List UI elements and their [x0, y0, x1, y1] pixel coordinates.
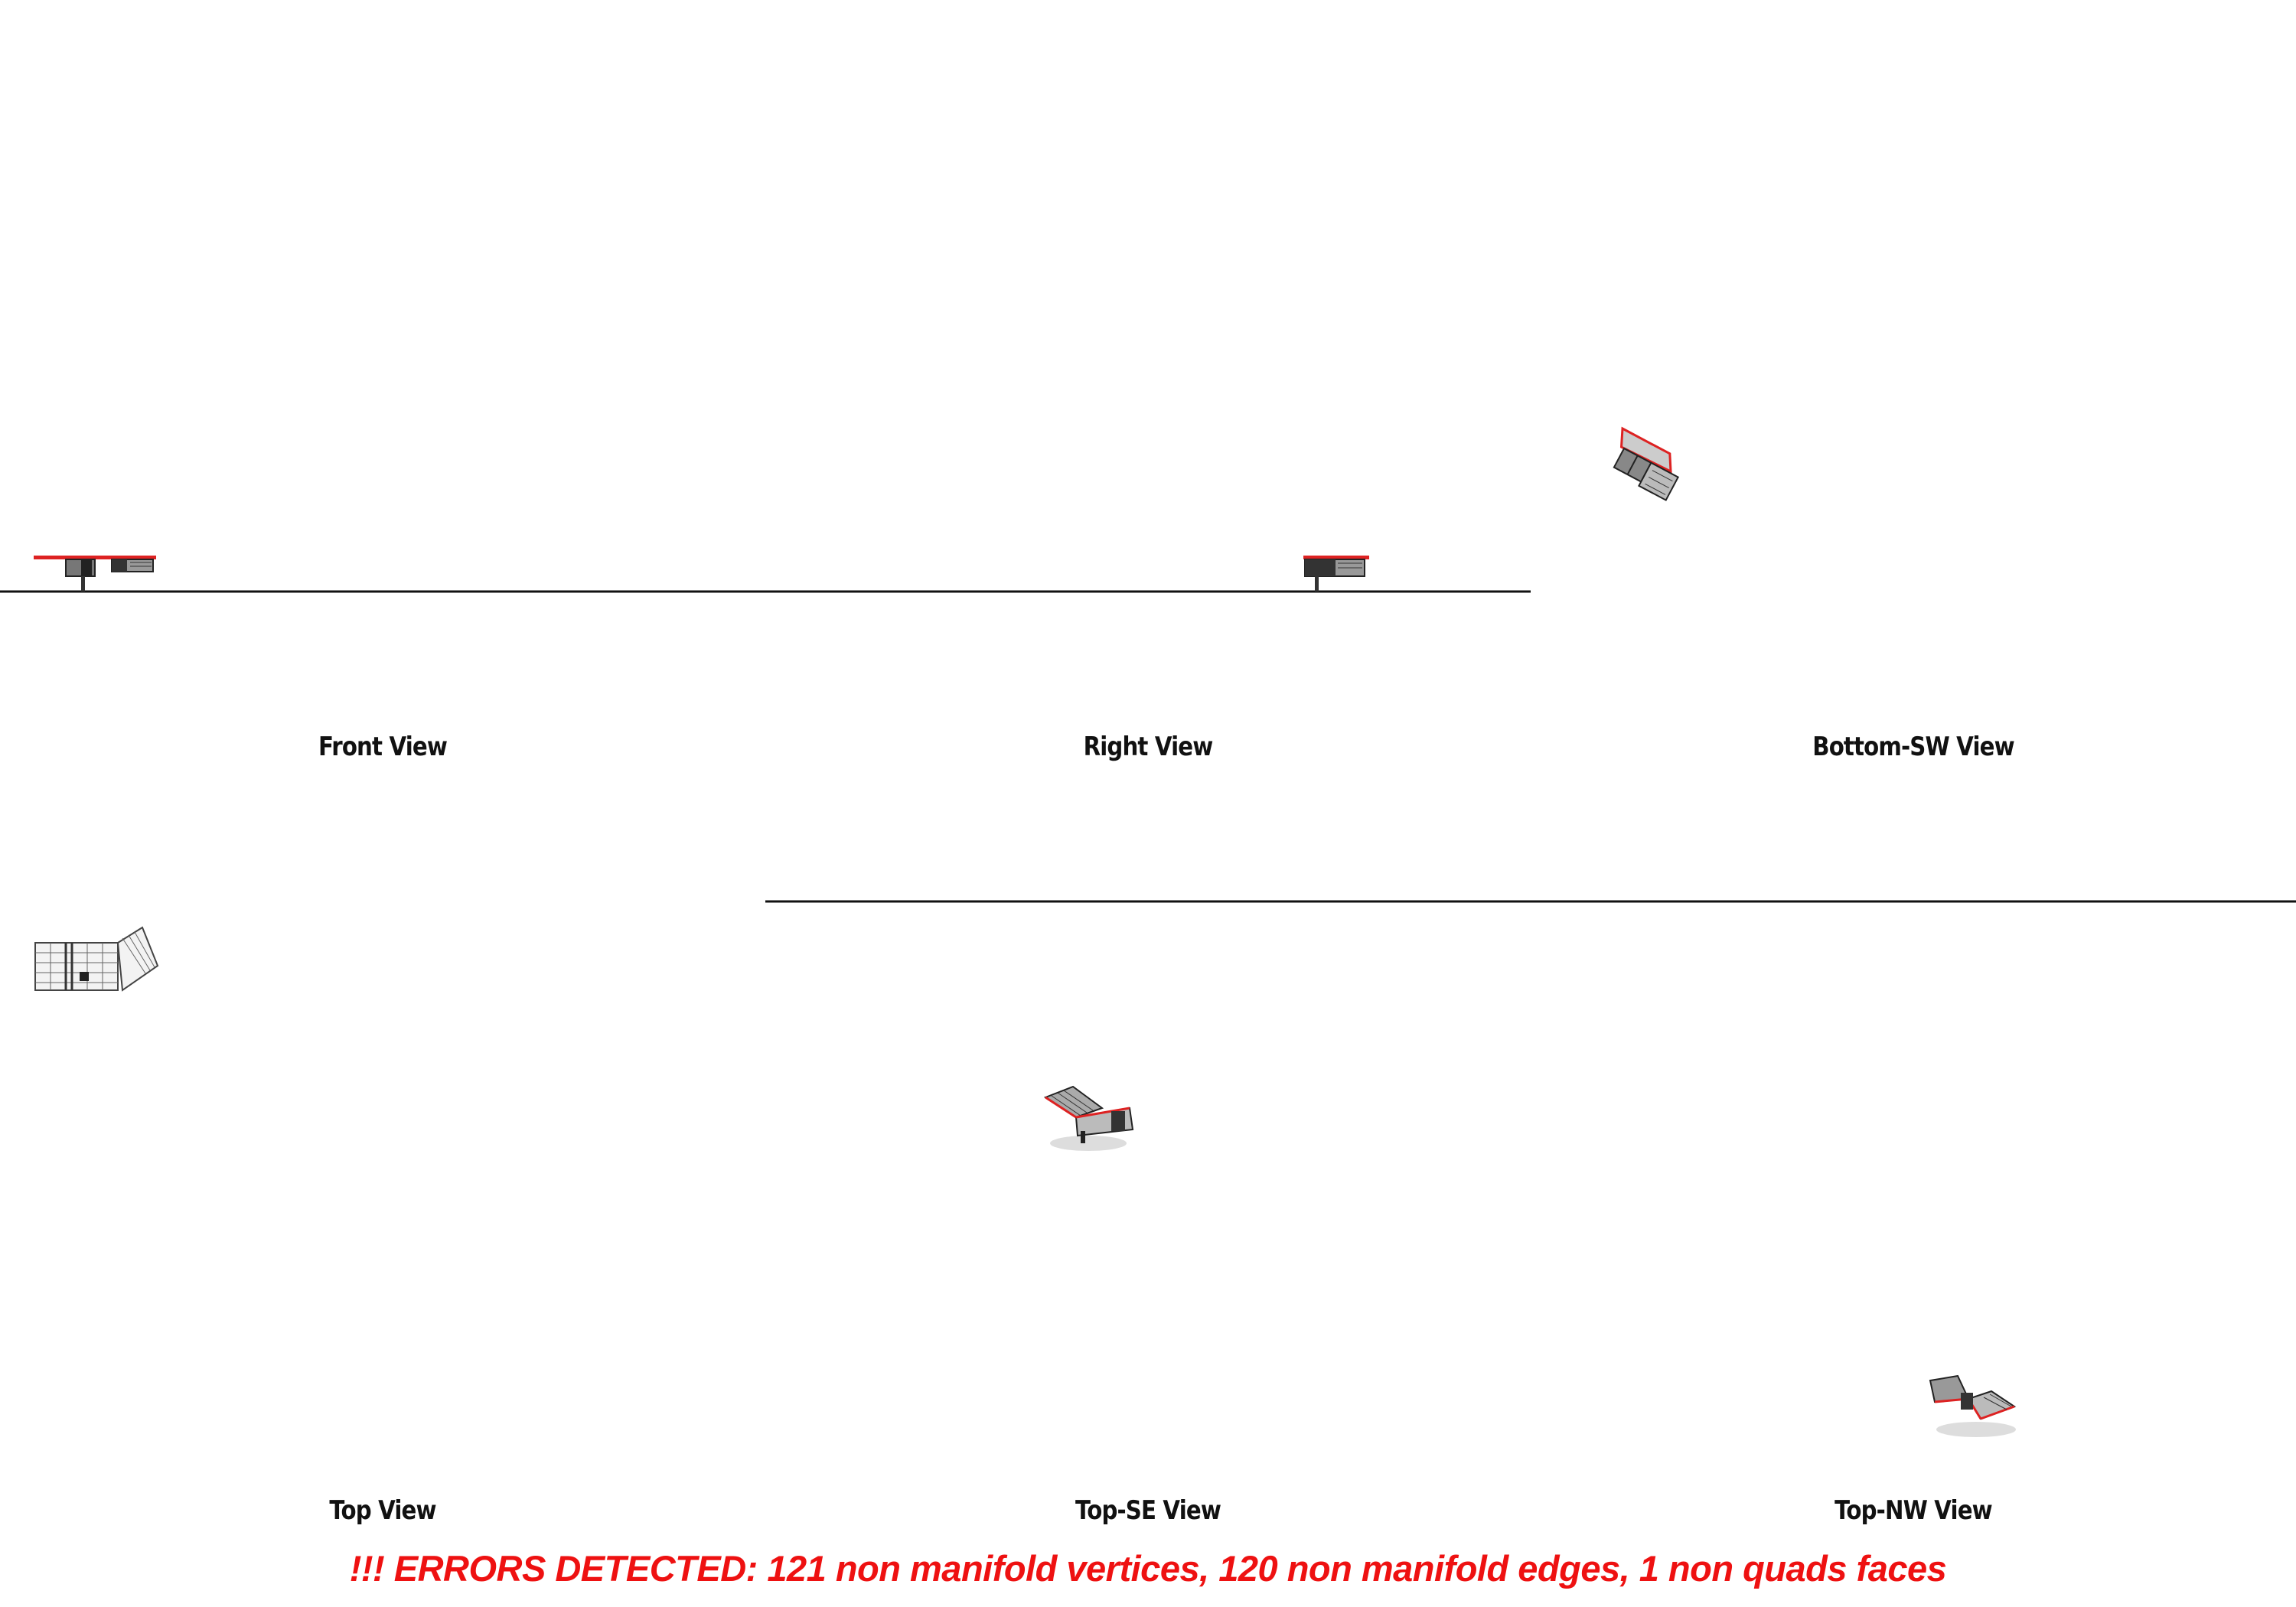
- model-bottom-sw: [1613, 426, 1680, 501]
- view-panel-top: Top View: [0, 765, 765, 1530]
- view-panel-top-nw: Top-NW View: [1531, 765, 2296, 1530]
- model-right: [1303, 556, 1369, 592]
- top-view-render: [34, 926, 159, 992]
- top-nw-view-render: [1929, 1374, 2017, 1437]
- model-front: [34, 556, 156, 592]
- front-view-render: [0, 556, 1531, 593]
- error-banner: !!! ERRORS DETECTED: 121 non manifold ve…: [349, 1548, 1947, 1589]
- view-panel-right: Right View: [765, 0, 1531, 765]
- view-label-top-nw: Top-NW View: [1835, 1495, 1993, 1526]
- view-panel-bottom-sw: Bottom-SW View: [1531, 0, 2296, 765]
- right-view-render: [1303, 556, 1369, 592]
- view-label-right: Right View: [1083, 732, 1214, 762]
- view-label-top: Top View: [329, 1495, 436, 1526]
- model-top: [34, 926, 159, 992]
- bottom-sw-view-render: [1613, 426, 1680, 501]
- top-se-view-render: [765, 900, 2296, 1151]
- model-top-nw: [1929, 1374, 2017, 1437]
- model-top-se: [1043, 1085, 1134, 1151]
- view-label-bottom-sw: Bottom-SW View: [1812, 732, 2014, 762]
- view-panel-front: Front View: [0, 0, 1531, 765]
- view-label-top-se: Top-SE View: [1075, 1495, 1221, 1526]
- view-panel-top-se: Top-SE View: [765, 765, 2296, 1530]
- view-label-front: Front View: [318, 732, 448, 762]
